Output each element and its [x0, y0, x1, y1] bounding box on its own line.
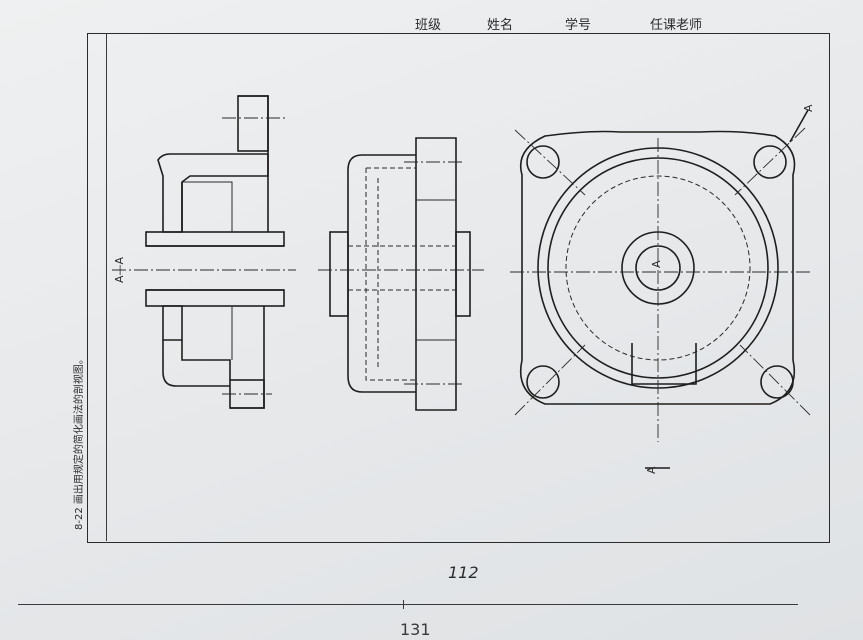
bottom-measure-tick [403, 600, 404, 609]
teacher-label: 任课老师 [650, 18, 703, 33]
page-number: 112 [448, 563, 479, 582]
student-id-label: 学号 [565, 18, 592, 33]
drawing-frame [87, 33, 830, 543]
front-view [318, 137, 484, 411]
bottom-measure-line [18, 604, 798, 605]
top-view [510, 109, 812, 469]
center-mark-label: A [650, 260, 663, 268]
cut-plane-label-bottom: A [645, 466, 658, 474]
name-label: 姓名 [487, 18, 514, 33]
bottom-measure-number: 131 [400, 620, 431, 639]
section-view-a-a [112, 95, 296, 409]
cut-plane-label-top: A [802, 104, 815, 112]
frame-inner-line [106, 33, 107, 541]
class-label: 班级 [415, 18, 442, 33]
section-label-a-a: A—A [113, 256, 126, 283]
